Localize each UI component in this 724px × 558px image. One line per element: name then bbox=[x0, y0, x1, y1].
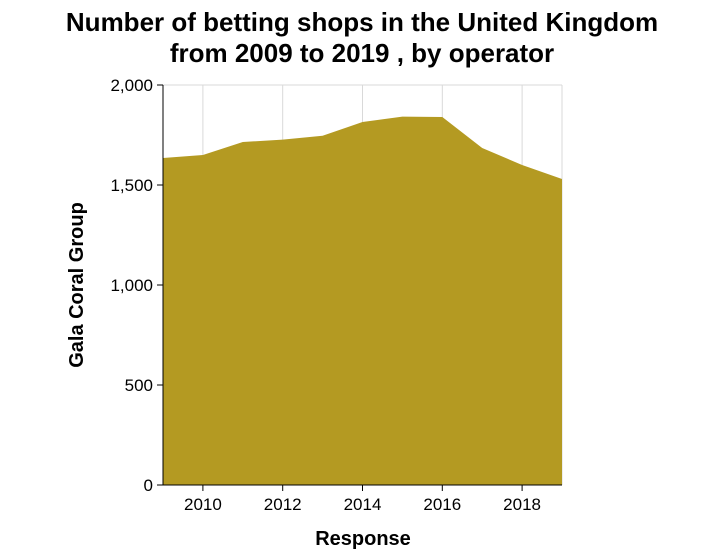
y-tick-label: 1,000 bbox=[110, 276, 153, 295]
x-tick-label: 2012 bbox=[264, 495, 302, 514]
plot-area bbox=[163, 116, 562, 485]
y-tick-label: 500 bbox=[125, 376, 153, 395]
y-axis-ticks: 0 500 1,000 1,500 2,000 bbox=[110, 76, 163, 495]
chart-title-line-1: Number of betting shops in the United Ki… bbox=[66, 7, 658, 37]
chart-title-line-2: from 2009 to 2019 , by operator bbox=[170, 38, 554, 68]
x-tick-label: 2014 bbox=[344, 495, 382, 514]
y-tick-label: 2,000 bbox=[110, 76, 153, 95]
area-series bbox=[163, 116, 562, 485]
y-tick-label: 1,500 bbox=[110, 176, 153, 195]
x-axis-ticks: 2010 2012 2014 2016 2018 bbox=[184, 485, 541, 514]
x-axis-label: Response bbox=[315, 528, 411, 550]
x-tick-label: 2016 bbox=[423, 495, 461, 514]
y-tick-label: 0 bbox=[144, 476, 153, 495]
x-tick-label: 2018 bbox=[503, 495, 541, 514]
x-tick-label: 2010 bbox=[184, 495, 222, 514]
y-axis-label: Gala Coral Group bbox=[66, 202, 88, 368]
